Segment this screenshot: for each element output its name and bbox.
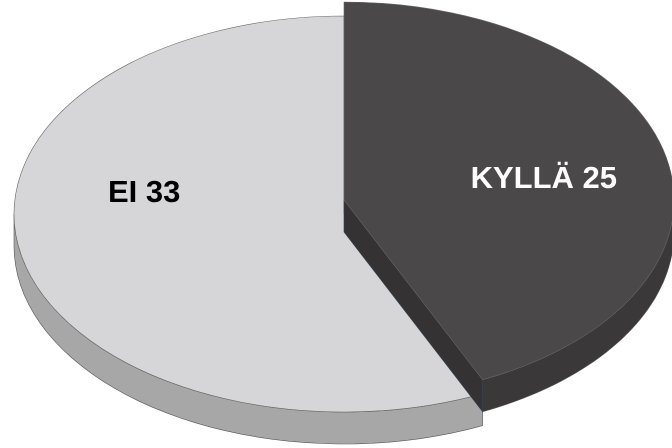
label-value: 33: [146, 174, 180, 209]
pie-slice: [343, 1, 672, 381]
label-category: KYLLÄ: [471, 160, 574, 195]
label-category: EI: [108, 174, 137, 209]
data-label: EI 33: [108, 174, 180, 209]
label-value: 25: [583, 160, 617, 195]
pie-slice: [13, 15, 484, 413]
data-label: KYLLÄ 25: [471, 160, 617, 195]
